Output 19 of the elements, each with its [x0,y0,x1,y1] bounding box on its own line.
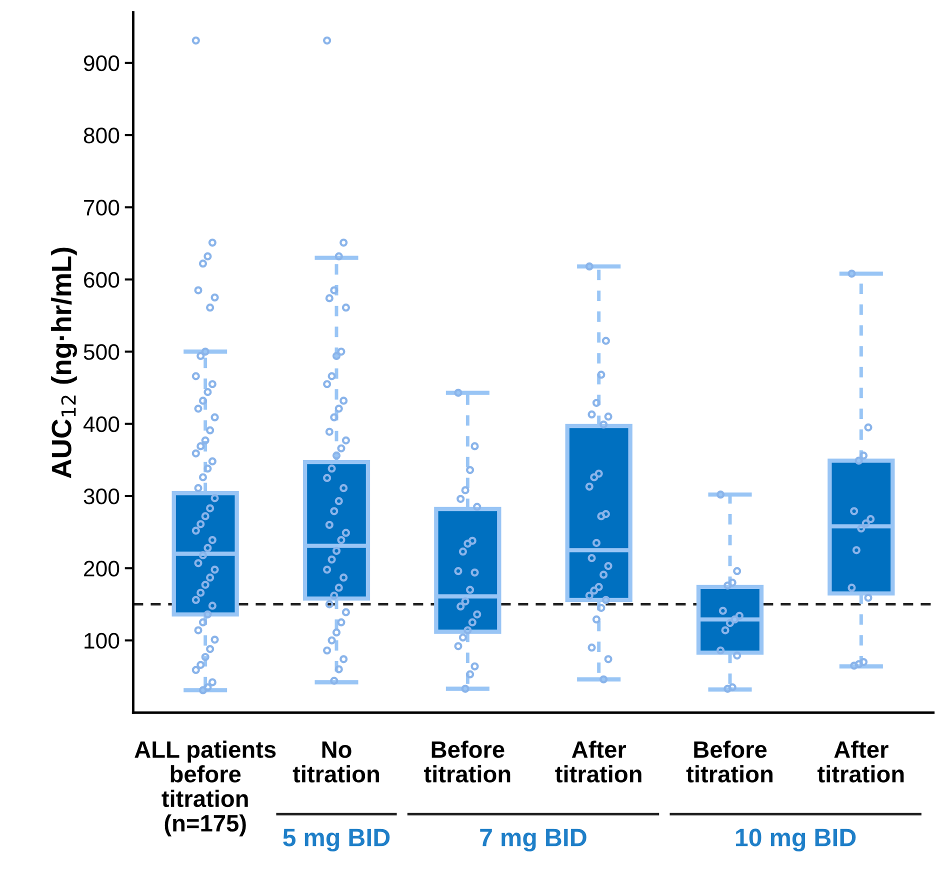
y-tick-label: 900 [84,55,120,72]
x-tick-label: Before titration [686,740,772,783]
y-tick-label: 200 [84,560,120,576]
y-tick-label: 800 [84,128,120,144]
y-tick-label: 700 [84,200,120,216]
x-tick-label: Before titration [424,740,510,783]
y-tick-label: 500 [84,344,120,360]
y-tick-label: 300 [84,488,120,504]
y-axis-title: AUC$_{12}$ (ng·hr/mL) [50,248,77,478]
x-tick-label: After titration [818,740,904,783]
text: 7 mg BID [480,828,586,852]
y-tick-label: 600 [84,272,120,288]
x-tick-label: After titration [555,740,642,783]
y-tick-label: 400 [83,416,120,432]
x-tick-label: No titration [292,741,379,783]
text: 10 mg BID [736,828,856,852]
y-tick-label: 100 [84,632,120,649]
text: 5 mg BID [283,828,390,852]
x-tick-label: ALL patients before titration (n=175) [134,740,276,836]
